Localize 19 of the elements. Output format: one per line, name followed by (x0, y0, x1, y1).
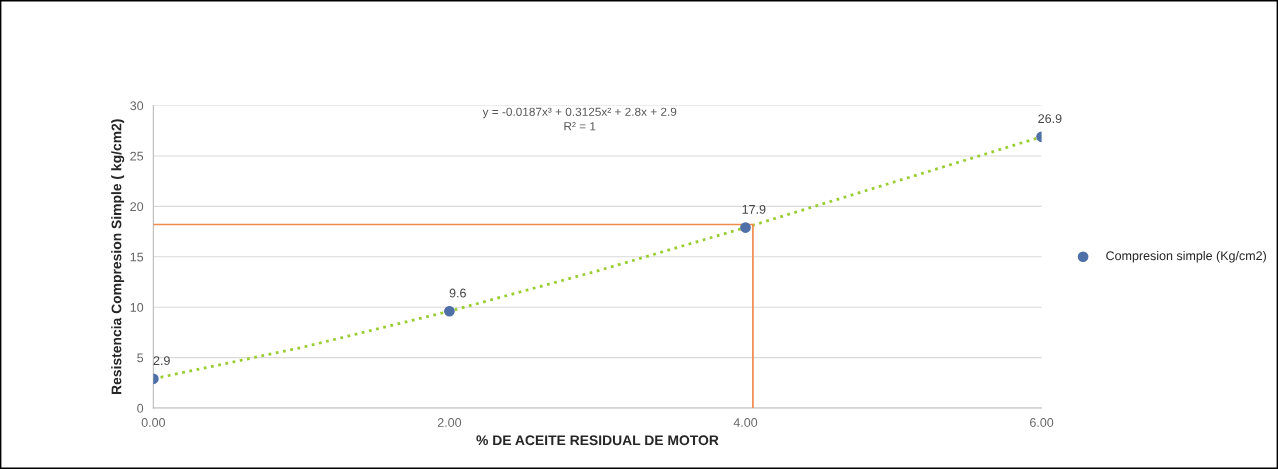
y-axis-title: Resistencia Compresion Simple ( kg/cm2) (111, 119, 125, 394)
x-tick-label: 2.00 (437, 418, 462, 427)
y-tick-label: 15 (130, 252, 144, 262)
y-tick-label: 5 (137, 353, 144, 363)
y-tick-label: 10 (130, 303, 144, 312)
y-tick-label: 30 (130, 101, 144, 111)
x-axis-title: % DE ACEITE RESIDUAL DE MOTOR (476, 435, 719, 446)
data-label: 17.9 (742, 204, 766, 214)
x-tick-label: 0.00 (141, 418, 166, 427)
x-tick-label: 6.00 (1030, 418, 1054, 427)
y-tick-label: 20 (130, 202, 144, 212)
y-tick-label: 25 (130, 151, 144, 161)
data-label: 9.6 (449, 288, 466, 298)
annotation: y = -0.0187x³ + 0.3125x² + 2.8x + 2.9 R² = 1 (482, 107, 677, 131)
data-label: 2.9 (153, 356, 170, 366)
y-tick-label: 0 (137, 403, 144, 413)
legend-label: Compresion simple (Kg/cm2) (1106, 250, 1266, 263)
data-label: 26.9 (1038, 114, 1062, 124)
x-tick-label: 4.00 (733, 418, 758, 427)
